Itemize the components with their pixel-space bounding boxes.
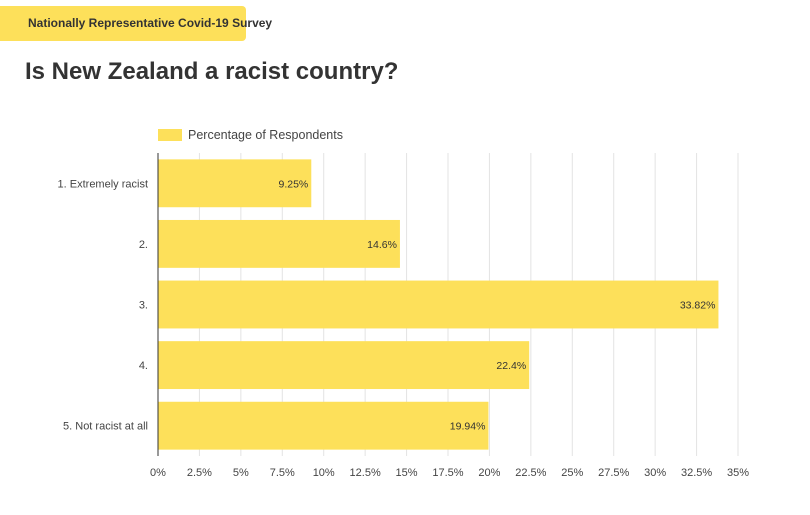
x-tick-label: 17.5% <box>432 467 463 479</box>
bar <box>158 280 719 329</box>
bar <box>158 341 530 390</box>
data-label: 22.4% <box>496 360 526 372</box>
category-label: 1. Extremely racist <box>58 178 148 190</box>
data-label: 19.94% <box>450 421 486 433</box>
legend-swatch <box>158 129 182 141</box>
survey-tag: Nationally Representative Covid-19 Surve… <box>0 6 272 41</box>
category-label: 3. <box>139 300 148 312</box>
x-tick-label: 15% <box>396 467 418 479</box>
x-tick-label: 22.5% <box>515 467 546 479</box>
x-tick-label: 5% <box>233 467 249 479</box>
x-tick-label: 32.5% <box>681 467 712 479</box>
chart-legend: Percentage of Respondents <box>158 127 343 143</box>
data-label: 33.82% <box>680 300 716 312</box>
bar <box>158 401 489 450</box>
data-label: 14.6% <box>367 239 397 251</box>
bar <box>158 219 400 268</box>
category-label: 4. <box>139 360 148 372</box>
data-label: 9.25% <box>279 178 309 190</box>
x-tick-label: 7.5% <box>270 467 295 479</box>
bar <box>158 159 312 208</box>
x-tick-label: 2.5% <box>187 467 212 479</box>
category-label: 2. <box>139 239 148 251</box>
x-tick-label: 35% <box>727 467 749 479</box>
x-tick-label: 30% <box>644 467 666 479</box>
survey-tag-label: Nationally Representative Covid-19 Surve… <box>28 16 273 30</box>
x-tick-label: 27.5% <box>598 467 629 479</box>
chart-title: Is New Zealand a racist country? <box>25 58 399 85</box>
x-tick-label: 12.5% <box>350 467 381 479</box>
x-tick-label: 10% <box>313 467 335 479</box>
x-tick-label: 25% <box>561 467 583 479</box>
category-label: 5. Not racist at all <box>63 421 148 433</box>
x-tick-label: 20% <box>478 467 500 479</box>
x-tick-label: 0% <box>150 467 166 479</box>
legend-label: Percentage of Respondents <box>188 128 343 142</box>
